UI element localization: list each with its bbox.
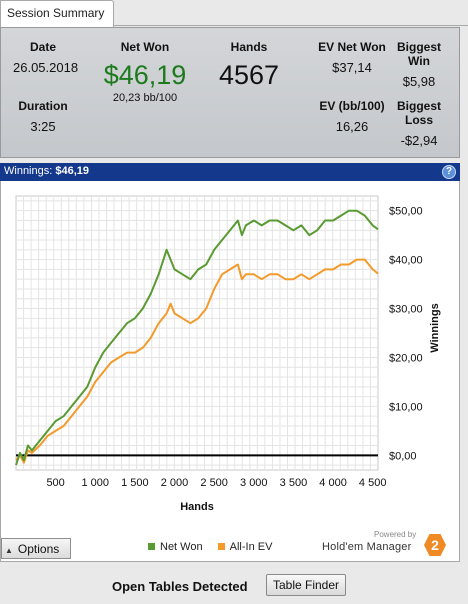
net-won-swatch <box>148 543 155 550</box>
open-tables-detected-label: Open Tables Detected <box>112 579 248 594</box>
y-tick-label: $10,00 <box>389 401 423 413</box>
x-axis-label: Hands <box>180 501 214 513</box>
x-tick-label: 3 000 <box>240 477 268 489</box>
series-line-net-won <box>15 209 379 466</box>
x-tick-label: 3 500 <box>280 477 308 489</box>
x-tick-label: 1 000 <box>81 477 109 489</box>
winnings-value: $46,19 <box>55 165 90 177</box>
biggest-win-value: $5,98 <box>402 74 436 89</box>
allin-ev-swatch <box>217 543 225 550</box>
winnings-label: Winnings: <box>4 165 53 177</box>
duration-stat: Duration 3:25 <box>13 99 73 134</box>
powered-by-label: Powered by <box>374 530 417 539</box>
duration-label: Duration <box>18 99 68 113</box>
hands-stat: Hands 4567 <box>214 40 284 90</box>
ev-net-won-stat: EV Net Won $37,14 <box>318 40 386 75</box>
chart-panel: 500 1 000 1 500 2 000 2 500 3 000 3 500 4 000 4 … <box>0 181 460 562</box>
x-tick-label: 2 500 <box>200 477 228 489</box>
winnings-header-bar: Winnings: $46,19 ? <box>0 163 460 181</box>
biggest-win-label: Biggest Win <box>396 40 441 68</box>
date-stat: Date 26.05.2018 <box>13 40 79 75</box>
ev-bb-value: 16,26 <box>335 119 369 134</box>
options-button[interactable]: ▲ Options <box>1 538 71 559</box>
footer-bar: Open Tables Detected Table Finder <box>0 568 468 604</box>
y-tick-label: $30,00 <box>389 304 423 316</box>
triangle-up-icon: ▲ <box>5 546 13 555</box>
ev-bb-stat: EV (bb/100) 16,26 <box>318 99 386 134</box>
hands-value: 4567 <box>218 60 280 90</box>
duration-value: 3:25 <box>30 119 56 134</box>
table-finder-button[interactable]: Table Finder <box>266 574 346 596</box>
x-tick-label: 4 500 <box>359 477 387 489</box>
date-label: Date <box>29 40 56 54</box>
ev-net-won-value: $37,14 <box>332 60 372 75</box>
session-summary-panel: Date 26.05.2018 Duration 3:25 Net Won $4… <box>0 27 460 158</box>
tab-session-summary[interactable]: Session Summary <box>0 0 114 27</box>
date-value: 26.05.2018 <box>13 60 79 75</box>
winnings-chart: 500 1 000 1 500 2 000 2 500 3 000 3 500 4 000 4 … <box>15 195 441 513</box>
ev-net-won-label: EV Net Won <box>318 40 386 54</box>
y-tick-label: $50,00 <box>389 206 423 218</box>
options-label: Options <box>17 542 60 556</box>
y-tick-label: $40,00 <box>389 255 423 267</box>
bb-per-100-value: 20,23 bb/100 <box>112 92 178 104</box>
hands-label: Hands <box>230 40 268 54</box>
ev-bb-label: EV (bb/100) <box>319 99 385 113</box>
biggest-loss-label: Biggest Loss <box>396 99 441 127</box>
x-tick-label: 2 000 <box>161 477 189 489</box>
series-line-allin-ev <box>15 258 379 464</box>
help-icon[interactable]: ? <box>442 165 456 179</box>
chart-legend: Net Won All-In EV <box>148 541 284 553</box>
net-won-label: Net Won <box>120 40 170 54</box>
biggest-loss-value: -$2,94 <box>400 133 438 148</box>
legend-item-net-won: Net Won <box>148 541 203 553</box>
x-tick-label: 4 000 <box>319 477 347 489</box>
net-won-stat: Net Won $46,19 20,23 bb/100 <box>95 40 195 104</box>
holdem-manager-label: Hold'em Manager <box>322 541 412 553</box>
y-axis-label: Winnings <box>429 303 441 352</box>
legend-net-won-label: Net Won <box>160 541 203 553</box>
tab-bar: Session Summary <box>0 0 468 27</box>
biggest-loss-stat: Biggest Loss -$2,94 <box>386 99 452 148</box>
y-tick-label: $0,00 <box>389 450 417 462</box>
legend-item-allin-ev: All-In EV <box>217 541 273 553</box>
legend-allin-ev-label: All-In EV <box>229 541 273 553</box>
x-tick-label: 1 500 <box>121 477 149 489</box>
y-tick-label: $20,00 <box>389 352 423 364</box>
net-won-value: $46,19 <box>103 60 187 90</box>
x-tick-label: 500 <box>46 477 64 489</box>
biggest-win-stat: Biggest Win $5,98 <box>386 40 452 89</box>
holdem-manager-logo-icon: 2 <box>424 534 446 556</box>
